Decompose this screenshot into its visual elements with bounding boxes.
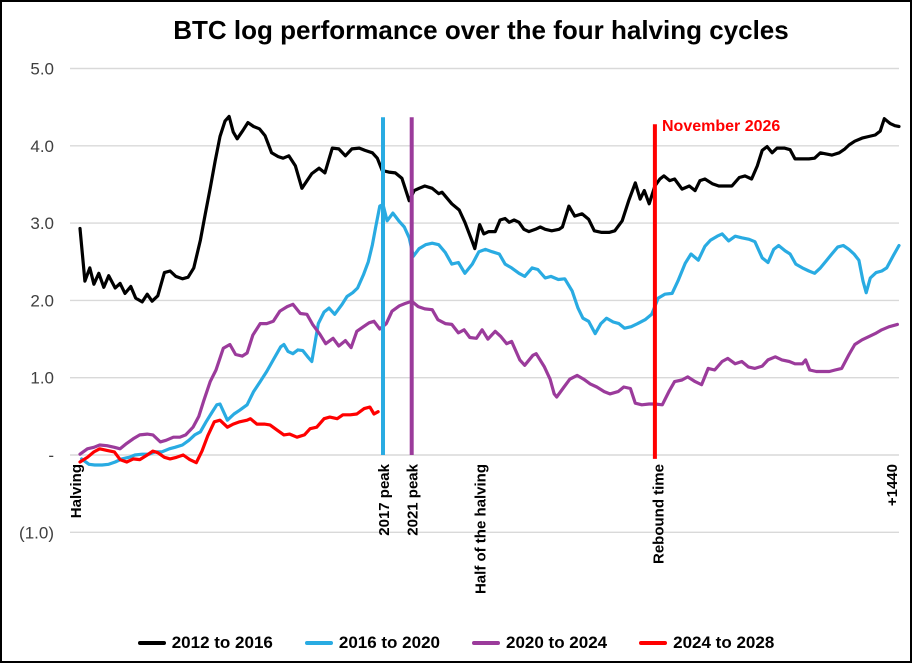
legend-dash-icon bbox=[137, 641, 166, 645]
series-line-2016-2020 bbox=[79, 202, 901, 467]
y-tick-label: - bbox=[48, 446, 54, 465]
legend-item-2012-2016[interactable]: 2012 to 2016 bbox=[137, 633, 273, 653]
y-tick-label: 5.0 bbox=[30, 60, 54, 79]
legend-dash-icon bbox=[639, 641, 668, 645]
legend: 2012 to 2016 2016 to 2020 2020 to 2024 2024… bbox=[2, 633, 910, 653]
legend-label: 2024 to 2028 bbox=[673, 633, 775, 652]
x-axis-label: Half of the halving bbox=[473, 464, 490, 594]
y-tick-label: (1.0) bbox=[19, 523, 54, 542]
legend-item-2020-2024[interactable]: 2020 to 2024 bbox=[472, 633, 607, 653]
x-axis-label: 2017 peak bbox=[376, 463, 393, 535]
y-tick-label: 2.0 bbox=[30, 291, 54, 310]
y-tick-label: 1.0 bbox=[30, 369, 54, 388]
legend-item-2016-2020[interactable]: 2016 to 2020 bbox=[304, 633, 440, 653]
legend-label: 2016 to 2020 bbox=[338, 633, 440, 652]
legend-item-2024-2028[interactable]: 2024 to 2028 bbox=[639, 633, 774, 653]
legend-dash-icon bbox=[472, 641, 500, 645]
chart-title: BTC log performance over the four halvin… bbox=[173, 15, 789, 45]
annotation-november-2026: November 2026 bbox=[662, 118, 781, 135]
y-tick-label: 4.0 bbox=[30, 137, 54, 156]
legend-dash-icon bbox=[304, 641, 333, 645]
series-line-2020-2024 bbox=[78, 299, 900, 456]
series-line-2012-2016 bbox=[78, 114, 901, 304]
series-line-2024-2028 bbox=[78, 405, 380, 465]
x-axis-label: Halving bbox=[68, 464, 85, 518]
legend-label: 2020 to 2024 bbox=[506, 633, 608, 652]
y-tick-label: 3.0 bbox=[30, 214, 54, 233]
x-axis-label: +1440 bbox=[884, 464, 901, 506]
legend-label: 2012 to 2016 bbox=[171, 633, 273, 652]
x-axis-label: Rebound time bbox=[650, 464, 667, 564]
x-axis-label: 2021 peak bbox=[405, 463, 422, 535]
